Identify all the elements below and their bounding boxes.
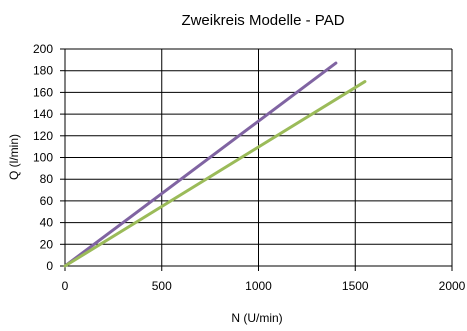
- y-tick-label-180: 180: [33, 64, 53, 78]
- series-line-2: [63, 80, 367, 268]
- y-tick-label-60: 60: [40, 194, 54, 208]
- y-tick-label-20: 20: [40, 237, 54, 251]
- y-tick-label-200: 200: [33, 42, 53, 56]
- y-tick-label-140: 140: [33, 107, 53, 121]
- y-tick-label-120: 120: [33, 129, 53, 143]
- series-line-1: [63, 61, 338, 268]
- x-tick-label-1500: 1500: [342, 279, 369, 293]
- x-tick-label-1000: 1000: [245, 279, 272, 293]
- y-axis-label: Q (l/min): [7, 134, 21, 180]
- y-tick-labels: 0 20 40 60 80 100 120 140 160 180 200: [33, 42, 53, 273]
- data-series: [63, 61, 367, 268]
- chart-title: Zweikreis Modelle - PAD: [181, 12, 344, 29]
- y-tick-label-80: 80: [40, 172, 54, 186]
- axes: [60, 48, 453, 271]
- gridlines: [65, 48, 453, 266]
- x-tick-label-2000: 2000: [439, 279, 466, 293]
- y-tick-label-40: 40: [40, 216, 54, 230]
- y-tick-label-160: 160: [33, 85, 53, 99]
- x-tick-label-500: 500: [152, 279, 172, 293]
- y-tick-label-100: 100: [33, 151, 53, 165]
- x-axis-label: N (U/min): [231, 311, 282, 325]
- y-tick-label-0: 0: [46, 259, 53, 273]
- x-tick-label-0: 0: [62, 279, 69, 293]
- x-tick-labels: 0 500 1000 1500 2000: [62, 279, 466, 293]
